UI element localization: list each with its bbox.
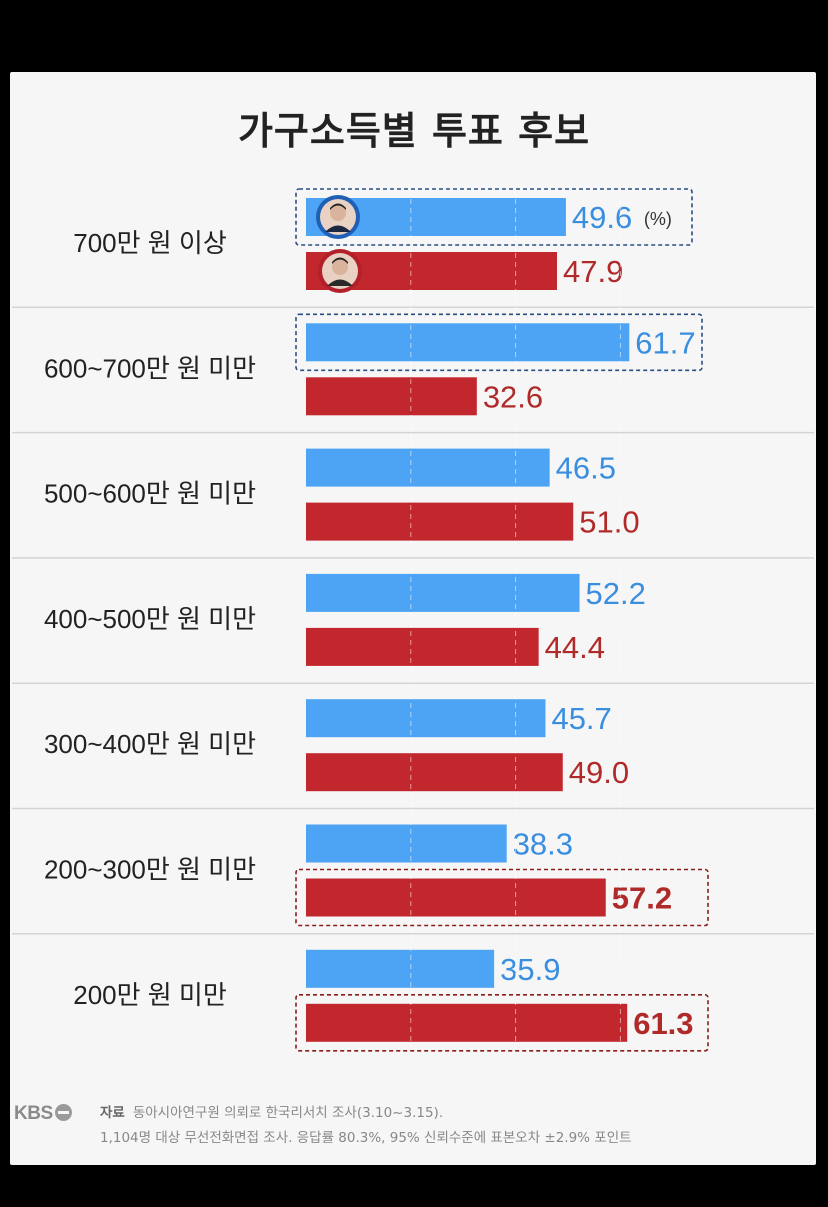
kbs-logo: KBS	[14, 1103, 72, 1125]
source-label: 자료	[100, 1105, 125, 1121]
value-label-red: 47.9	[563, 254, 623, 289]
highlight-box-red	[295, 993, 709, 1052]
bar-blue	[306, 573, 580, 612]
value-label-red: 61.3	[633, 1006, 693, 1041]
source-line-1: 자료 동아시아연구원 의뢰로 한국리서치 조사(3.10~3.15).	[100, 1101, 443, 1121]
value-label-blue: 46.5	[556, 451, 616, 486]
avatar-blue-icon-face	[330, 205, 346, 221]
value-label-blue: 61.7	[635, 325, 695, 360]
bar-blue	[306, 323, 630, 362]
value-label-blue: 49.6	[572, 200, 632, 235]
category-label: 200만 원 미만	[73, 980, 227, 1010]
source-line-2: 1,104명 대상 무선전화면접 조사. 응답률 80.3%, 95% 신뢰수준…	[100, 1130, 632, 1146]
value-label-blue: 52.2	[586, 576, 646, 611]
category-label: 300~400만 원 미만	[44, 729, 256, 759]
kbs-logo-text: KBS	[14, 1103, 53, 1124]
category-label: 500~600만 원 미만	[44, 479, 256, 509]
value-label-blue: 38.3	[513, 827, 573, 862]
avatar-blue-icon-suit	[325, 225, 351, 232]
source-text-1: 동아시아연구원 의뢰로 한국리서치 조사(3.10~3.15).	[132, 1105, 444, 1121]
highlight-box-red	[295, 868, 709, 927]
category-label: 200~300만 원 미만	[44, 855, 256, 885]
avatar-red-icon-face	[332, 259, 348, 275]
value-label-red: 57.2	[612, 881, 672, 916]
footer: KBS 자료 동아시아연구원 의뢰로 한국리서치 조사(3.10~3.15). 1…	[10, 1095, 816, 1155]
kbs-mark-icon	[54, 1104, 72, 1121]
avatar-red-icon-hair	[332, 257, 348, 264]
highlight-box-blue	[295, 313, 703, 372]
value-label-red: 51.0	[579, 505, 639, 540]
bar-red	[306, 627, 539, 666]
bar-red	[306, 502, 574, 541]
category-label: 700만 원 이상	[73, 228, 227, 258]
value-label-blue: 45.7	[551, 701, 611, 736]
unit-label: (%)	[644, 209, 672, 229]
bar-red	[306, 753, 563, 792]
bar-blue	[306, 699, 546, 738]
bar-blue	[306, 949, 495, 988]
chart-title: 가구소득별 투표 후보	[237, 109, 591, 153]
category-label: 600~700만 원 미만	[44, 353, 256, 383]
bar-blue	[306, 824, 507, 863]
bar-blue	[306, 448, 550, 487]
value-label-red: 32.6	[483, 379, 543, 414]
category-label: 400~500만 원 미만	[44, 604, 256, 634]
bar-red	[306, 377, 477, 416]
value-label-red: 49.0	[569, 755, 629, 790]
avatar-blue-icon-hair	[330, 203, 346, 210]
value-label-red: 44.4	[545, 630, 605, 665]
bar-red	[306, 1003, 628, 1042]
avatar-red-icon-suit	[327, 279, 353, 286]
value-label-blue: 35.9	[500, 952, 560, 987]
highlight-box-blue	[295, 188, 693, 246]
bar-red	[306, 878, 606, 917]
